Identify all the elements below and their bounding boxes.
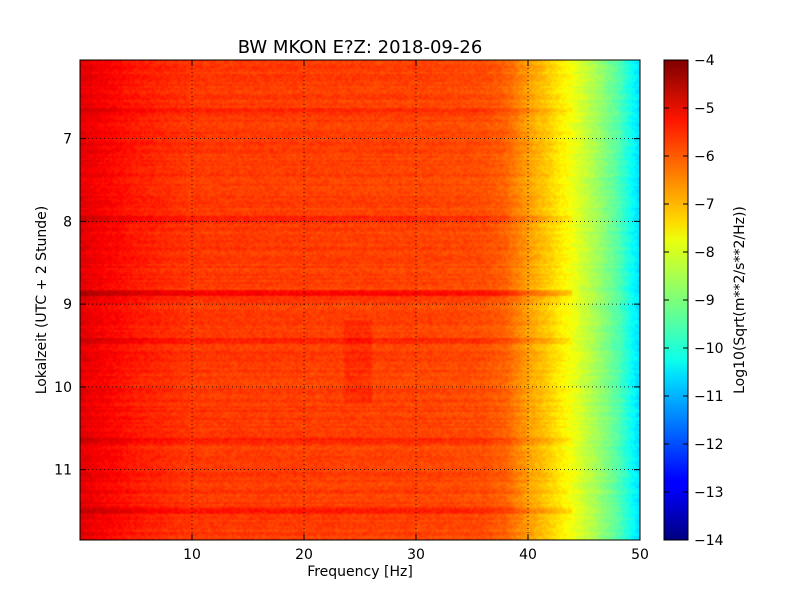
colorbar-ticks: −4 −5 −6 −7 −8 −9 −10 −11 −12 −13 −14: [664, 53, 724, 549]
colorbar-tick-label: −10: [694, 341, 724, 357]
x-tick-label: 40: [519, 547, 537, 563]
colorbar-label: Log10(Sqrt(m**2/s**2/Hz)): [732, 206, 748, 394]
x-tick-label: 20: [295, 547, 313, 563]
colorbar-tick-label: −11: [694, 389, 724, 405]
colorbar-tick-label: −12: [694, 437, 724, 453]
y-axis: 7 8 9 10 11: [54, 132, 640, 479]
grid-lines: [80, 60, 640, 540]
y-tick-label: 11: [54, 463, 72, 479]
colorbar-tick-label: −7: [694, 197, 715, 213]
spectrogram-heatmap: [80, 60, 640, 540]
x-tick-label: 30: [407, 547, 425, 563]
colorbar-tick-label: −9: [694, 293, 715, 309]
chart-title: BW MKON E?Z: 2018-09-26: [238, 37, 483, 58]
colorbar-tick-label: −6: [694, 149, 715, 165]
colorbar-tick-label: −13: [694, 485, 724, 501]
colorbar-tick-label: −4: [694, 53, 715, 69]
x-axis: 10 20 30 40 50: [183, 60, 649, 563]
x-axis-label: Frequency [Hz]: [307, 564, 413, 580]
x-tick-label: 50: [631, 547, 649, 563]
y-tick-label: 8: [63, 214, 72, 230]
x-tick-label: 10: [183, 547, 201, 563]
heatmap-image: [80, 60, 640, 540]
y-tick-label: 7: [63, 132, 72, 148]
colorbar-tick-label: −14: [694, 533, 724, 549]
colorbar-tick-label: −5: [694, 101, 715, 117]
plot-frame: [79, 59, 641, 541]
y-axis-label: Lokalzeit (UTC + 2 Stunde): [34, 206, 50, 395]
y-tick-label: 10: [54, 380, 72, 396]
colorbar-tick-label: −8: [694, 245, 715, 261]
y-tick-label: 9: [63, 297, 72, 313]
